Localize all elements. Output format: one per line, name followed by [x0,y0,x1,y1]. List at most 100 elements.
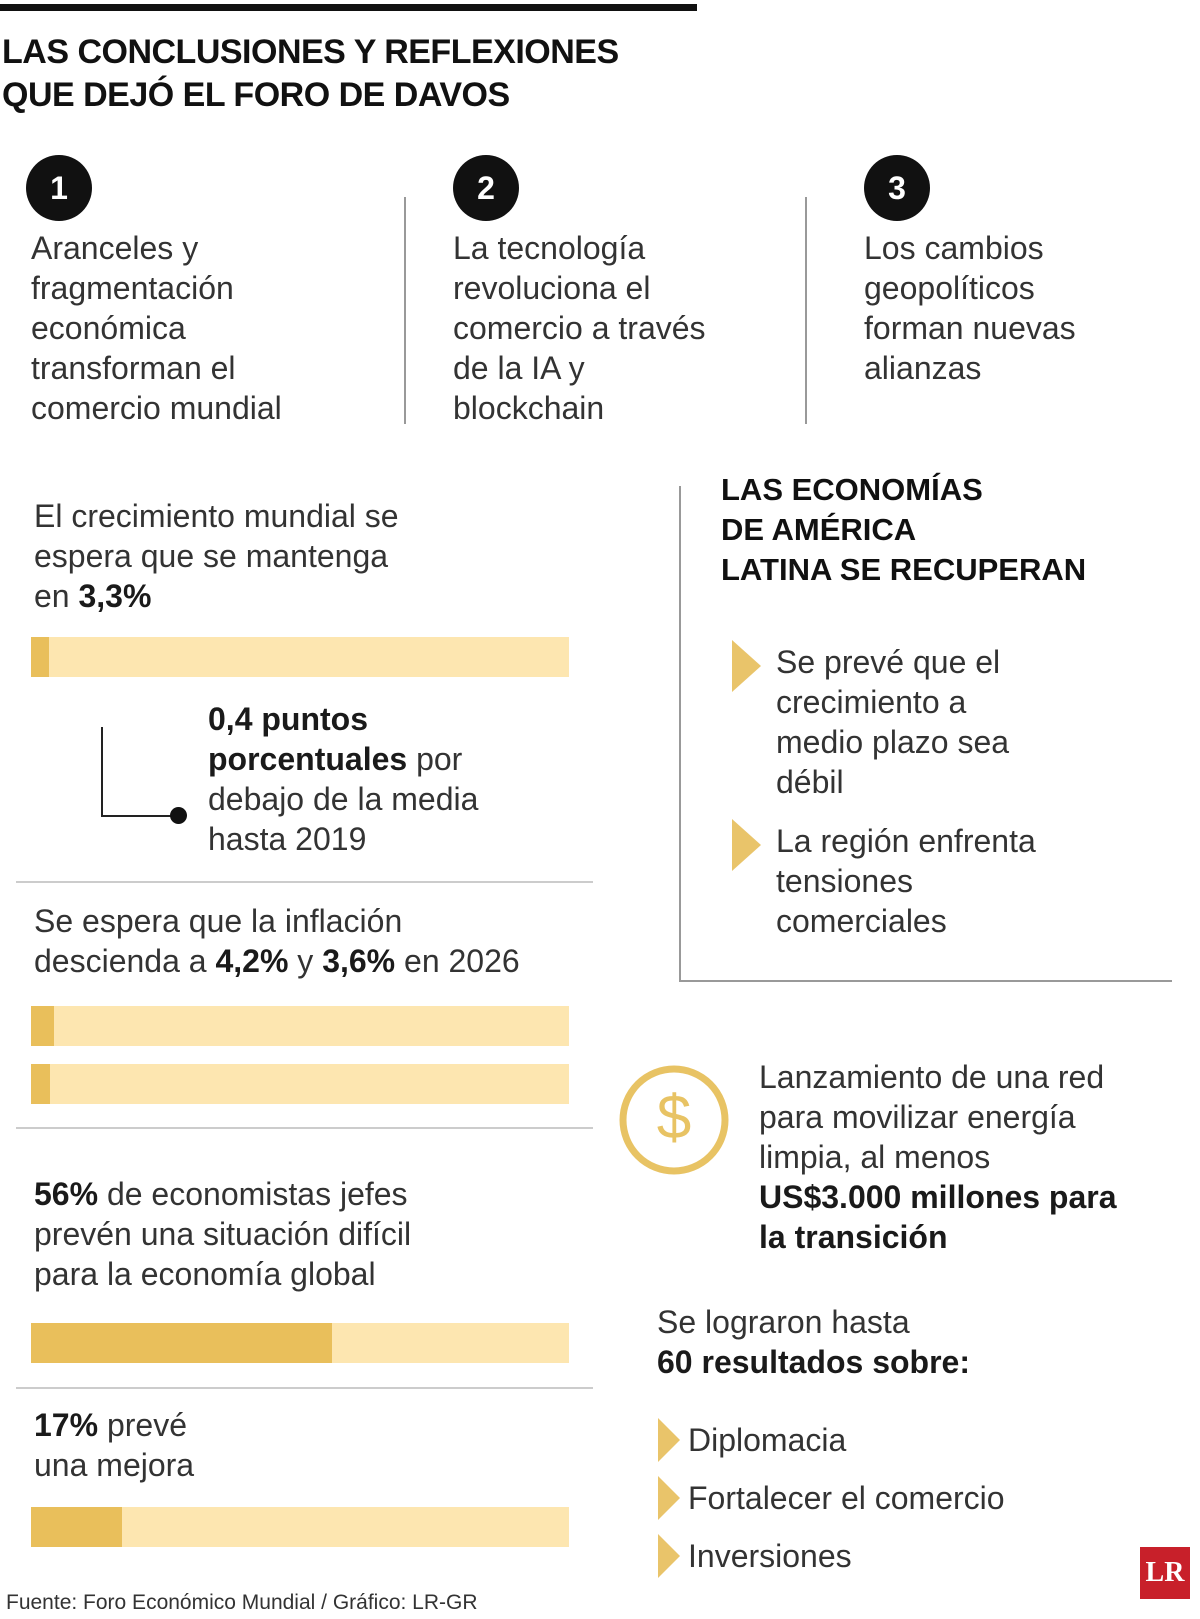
bold-run: 0,4 puntos [208,701,369,737]
text-line: prevén una situación difícil [34,1216,412,1252]
section-title: LAS ECONOMÍAS [721,472,983,507]
text-line: 0,4 puntos [208,699,368,739]
text-line: El crecimiento mundial se [34,498,399,534]
text-line: fragmentación [31,270,234,306]
bar [31,637,49,677]
text-line: transforman el [31,350,236,386]
list-item: Fortalecer el comercio [688,1480,1005,1516]
text-line: limpia, al menos [759,1139,991,1175]
rule [16,1387,593,1389]
icon-ring [619,1065,729,1175]
divider [404,197,406,424]
bar [31,1507,123,1547]
list-item: Diplomacia [688,1422,847,1458]
text-line: Se prevé que el [776,644,1001,680]
text-line: hasta 2019 [208,821,367,857]
text-run: descienda a [34,943,216,979]
bullet-triangle [658,1476,680,1520]
text-run: en [34,578,79,614]
text-line: económica [31,310,186,346]
rule [16,1127,593,1129]
text-line: en 3,3% [34,576,151,616]
text-line: debajo de la media [208,781,479,817]
text-line: para la economía global [34,1256,376,1292]
text-line: geopolíticos [864,270,1035,306]
bold-run: 3,6% [322,943,396,979]
bold-run: US$3.000 millones para [759,1179,1117,1215]
text-line: comercio a través [453,310,706,346]
connector-dot [170,807,187,824]
text-line: Se lograron hasta [657,1304,910,1340]
logo: LR [1140,1547,1190,1599]
bar [31,1006,54,1046]
text-run: prevé [98,1407,187,1443]
text-line: blockchain [453,390,605,426]
text-run: y [288,943,323,979]
bullet-triangle [732,640,761,692]
text-line: tensiones [776,863,913,899]
bold-run: 56% [34,1176,99,1212]
text-line: porcentuales por [208,739,462,779]
text-run: en 2026 [395,943,520,979]
section-title: DE AMÉRICA [721,512,917,547]
source: Fuente: Foro Económico Mundial / Gráfico… [6,1591,478,1614]
divider [679,980,1172,982]
number-badge: 1 [26,155,92,221]
text-line: La tecnología [453,230,646,266]
text-line: Se espera que la inflación [34,903,403,939]
text-line: La región enfrenta [776,823,1036,859]
list-item: Inversiones [688,1538,852,1574]
text-run: por [407,741,463,777]
bold-run: 4,2% [215,943,289,979]
bold-run: la transición [759,1219,948,1255]
number-badge: 3 [864,155,930,221]
text-line: Los cambios [864,230,1044,266]
text-line: comerciales [776,903,947,939]
text-run: de economistas jefes [98,1176,408,1212]
bar-track [31,1323,569,1363]
text-line: Lanzamiento de una red [759,1059,1105,1095]
text-line: 56% de economistas jefes [34,1174,408,1214]
divider [805,197,807,424]
section-title: LATINA SE RECUPERAN [721,552,1087,587]
text-line: de la IA y [453,350,585,386]
title-line: QUE DEJÓ EL FORO DE DAVOS [2,76,510,114]
rule [16,881,593,883]
bar [31,1323,333,1363]
text-line: comercio mundial [31,390,282,426]
bullet-triangle [732,819,761,871]
bold-run: 60 resultados sobre: [657,1344,970,1380]
bold-run: porcentuales [208,741,408,777]
text-line: crecimiento a [776,684,967,720]
bar-track [31,1507,569,1547]
top-rule [0,4,697,11]
bar-track [31,1064,569,1104]
bullet-triangle [658,1534,680,1578]
text-line: Aranceles y [31,230,199,266]
connector [101,815,178,817]
bold-run: 17% [34,1407,99,1443]
text-line: 17% prevé [34,1405,187,1445]
text-line: forman nuevas [864,310,1076,346]
dollar-icon: $ [619,1065,729,1175]
text-line: alianzas [864,350,982,386]
bullet-triangle [658,1418,680,1462]
text-line: una mejora [34,1447,195,1483]
text-line: débil [776,764,844,800]
bar-track [31,637,569,677]
divider [679,486,681,982]
text-line: revoluciona el [453,270,651,306]
number-badge: 2 [453,155,519,221]
text-line: medio plazo sea [776,724,1010,760]
bar-track [31,1006,569,1046]
text-line: US$3.000 millones para [759,1177,1117,1217]
text-line: la transición [759,1217,948,1257]
text-line: descienda a 4,2% y 3,6% en 2026 [34,941,520,981]
bar [31,1064,51,1104]
bold-run: 3,3% [78,578,152,614]
title-line: LAS CONCLUSIONES Y REFLEXIONES [2,33,619,71]
text-line: espera que se mantenga [34,538,389,574]
text-line: 60 resultados sobre: [657,1342,970,1382]
icon-symbol: $ [657,1083,691,1152]
